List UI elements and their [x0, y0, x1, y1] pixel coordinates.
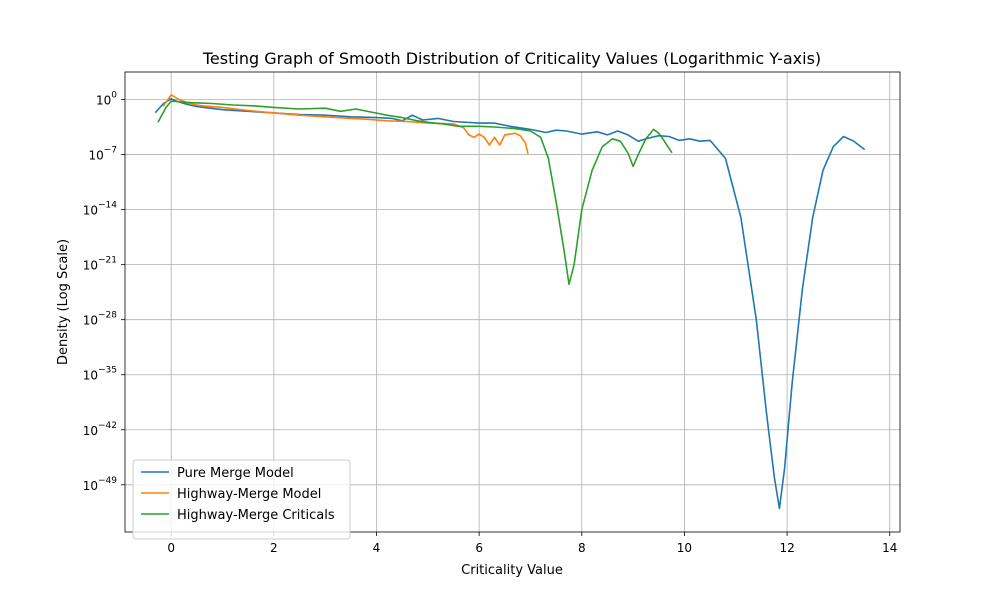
y-tick-label: 10−7	[88, 146, 117, 163]
x-axis-label: Criticality Value	[461, 563, 563, 578]
plot-frame	[124, 71, 901, 533]
legend-label: Highway-Merge Model	[177, 487, 321, 502]
y-tick-label: 10−28	[83, 311, 118, 328]
y-tick: 10−14	[83, 201, 125, 218]
x-tick-label: 8	[578, 541, 586, 555]
legend-item: Highway-Merge Model	[141, 487, 321, 502]
legend-label: Pure Merge Model	[177, 466, 294, 481]
x-tick-label: 12	[779, 541, 794, 555]
y-axis: 100 10−7 10−14 10−21 10−28 10−35 10−42 10−49	[83, 91, 125, 493]
legend-box	[132, 459, 351, 540]
y-tick-label: 10−14	[83, 201, 118, 218]
x-tick-label: 14	[882, 541, 897, 555]
y-tick: 100	[96, 91, 125, 108]
legend: Pure Merge Model Highway-Merge Model Highw…	[132, 459, 351, 540]
x-tick: 4	[373, 532, 381, 555]
y-tick-label: 10−21	[83, 256, 117, 273]
x-axis: 0 2 4 6 8 10 12 14	[167, 532, 897, 555]
x-tick: 10	[677, 532, 692, 555]
x-tick: 6	[475, 532, 483, 555]
y-tick: 10−7	[88, 146, 125, 163]
series-line-3	[157, 100, 673, 286]
y-tick: 10−35	[83, 366, 125, 383]
series-group	[154, 94, 866, 510]
y-axis-label: Density (Log Scale)	[56, 239, 71, 365]
grid	[125, 72, 900, 532]
y-tick-label: 10−49	[83, 476, 118, 493]
x-tick: 14	[882, 532, 897, 555]
legend-item: Pure Merge Model	[141, 466, 294, 481]
y-tick-label: 100	[96, 91, 117, 108]
x-tick: 8	[578, 532, 586, 555]
x-tick-label: 6	[475, 541, 483, 555]
legend-item: Highway-Merge Criticals	[141, 508, 335, 523]
y-tick-label: 10−35	[83, 366, 117, 383]
y-tick-label: 10−42	[83, 421, 117, 438]
x-tick-label: 10	[677, 541, 692, 555]
x-tick: 12	[779, 532, 795, 555]
legend-label: Highway-Merge Criticals	[177, 508, 335, 523]
x-tick-label: 0	[167, 541, 175, 555]
x-tick-label: 4	[373, 541, 381, 555]
x-tick-label: 2	[270, 541, 278, 555]
y-tick: 10−28	[83, 311, 125, 328]
y-tick: 10−49	[83, 476, 125, 493]
chart-title: Testing Graph of Smooth Distribution of …	[202, 49, 821, 68]
y-tick: 10−21	[83, 256, 125, 273]
y-tick: 10−42	[83, 421, 125, 438]
